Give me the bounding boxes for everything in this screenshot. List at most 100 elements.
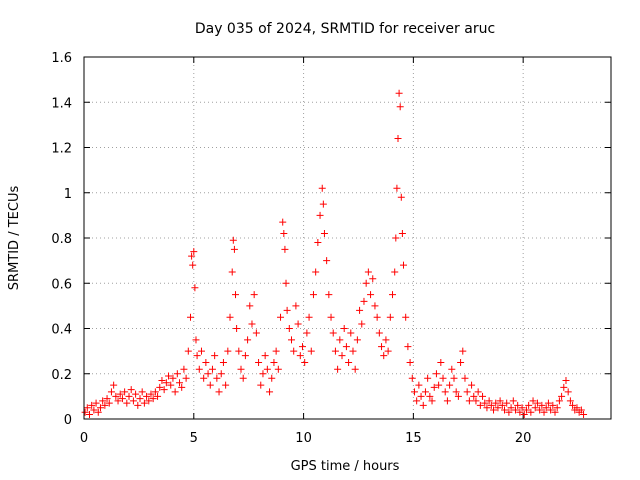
data-point xyxy=(507,404,515,412)
data-point xyxy=(171,388,179,396)
data-point xyxy=(327,313,335,321)
data-point xyxy=(547,406,555,414)
data-point xyxy=(316,211,324,219)
data-point xyxy=(364,268,372,276)
data-point xyxy=(318,184,326,192)
data-point xyxy=(143,392,151,400)
data-point xyxy=(549,401,557,409)
data-point xyxy=(296,352,304,360)
y-tick-label: 1.2 xyxy=(51,142,72,157)
data-point xyxy=(270,358,278,366)
data-point xyxy=(305,313,313,321)
data-point xyxy=(389,291,397,299)
data-point xyxy=(307,347,315,355)
data-point xyxy=(272,347,280,355)
data-point xyxy=(481,399,489,407)
data-point xyxy=(105,399,113,407)
data-point xyxy=(474,388,482,396)
grid xyxy=(84,57,611,419)
data-point xyxy=(487,401,495,409)
data-point xyxy=(202,358,210,366)
data-point xyxy=(285,325,293,332)
data-point xyxy=(430,383,438,391)
data-point xyxy=(424,374,432,382)
data-point xyxy=(226,313,234,321)
data-point xyxy=(85,410,93,418)
data-point xyxy=(191,284,199,292)
data-point xyxy=(182,374,190,382)
axis-ticks xyxy=(83,56,611,420)
data-point xyxy=(459,347,467,355)
data-point xyxy=(391,268,399,276)
y-tick-label: 0.2 xyxy=(51,368,72,383)
data-point xyxy=(542,404,550,412)
data-point xyxy=(219,358,227,366)
plot-frame xyxy=(83,56,612,420)
data-point xyxy=(448,365,456,373)
data-point xyxy=(232,291,240,299)
data-point xyxy=(320,229,328,237)
data-point xyxy=(472,397,480,405)
data-point xyxy=(282,279,290,287)
data-point xyxy=(371,302,379,310)
data-point xyxy=(498,401,506,409)
data-point xyxy=(167,381,175,389)
data-point xyxy=(380,352,388,360)
data-point xyxy=(140,399,148,407)
data-point xyxy=(237,365,245,373)
data-point xyxy=(213,374,221,382)
data-point xyxy=(250,291,258,299)
data-point xyxy=(509,397,517,405)
data-point xyxy=(476,401,484,409)
data-point xyxy=(252,329,260,337)
data-point xyxy=(470,392,478,400)
data-point xyxy=(465,397,473,405)
data-point xyxy=(228,268,236,276)
data-point xyxy=(189,261,197,269)
data-point xyxy=(136,395,144,403)
chart-title: Day 035 of 2024, SRMTID for receiver aru… xyxy=(195,21,495,37)
data-point xyxy=(347,329,355,337)
data-point xyxy=(158,377,166,385)
data-point xyxy=(501,406,509,414)
y-tick-label: 0.6 xyxy=(51,277,72,292)
data-point xyxy=(176,379,184,387)
data-point xyxy=(452,388,460,396)
data-point xyxy=(397,193,405,201)
data-point xyxy=(103,395,111,403)
data-point xyxy=(149,395,157,403)
data-point xyxy=(516,408,524,416)
x-tick-label: 15 xyxy=(405,431,422,446)
data-point xyxy=(107,388,115,396)
data-point xyxy=(503,399,511,407)
data-point xyxy=(525,401,533,409)
data-point xyxy=(463,388,471,396)
data-point xyxy=(233,325,241,332)
data-point xyxy=(496,397,504,405)
data-point xyxy=(384,347,392,355)
data-point xyxy=(294,320,302,328)
data-point xyxy=(190,248,198,256)
data-point xyxy=(457,358,465,366)
data-point xyxy=(112,392,120,400)
data-point xyxy=(461,374,469,382)
data-point xyxy=(217,370,225,378)
data-point xyxy=(356,306,364,314)
data-point xyxy=(215,388,223,396)
data-point xyxy=(224,347,232,355)
data-point xyxy=(160,386,168,394)
data-point xyxy=(336,336,344,344)
data-point xyxy=(110,381,118,389)
data-point xyxy=(485,397,493,405)
data-point xyxy=(392,234,400,242)
data-point xyxy=(154,392,162,400)
data-point xyxy=(208,365,216,373)
data-point xyxy=(230,245,238,253)
data-point xyxy=(415,381,423,389)
data-point xyxy=(118,395,126,403)
data-point xyxy=(580,410,588,418)
data-point xyxy=(394,134,402,142)
data-point xyxy=(338,352,346,360)
data-point xyxy=(121,388,129,396)
data-point xyxy=(443,397,451,405)
